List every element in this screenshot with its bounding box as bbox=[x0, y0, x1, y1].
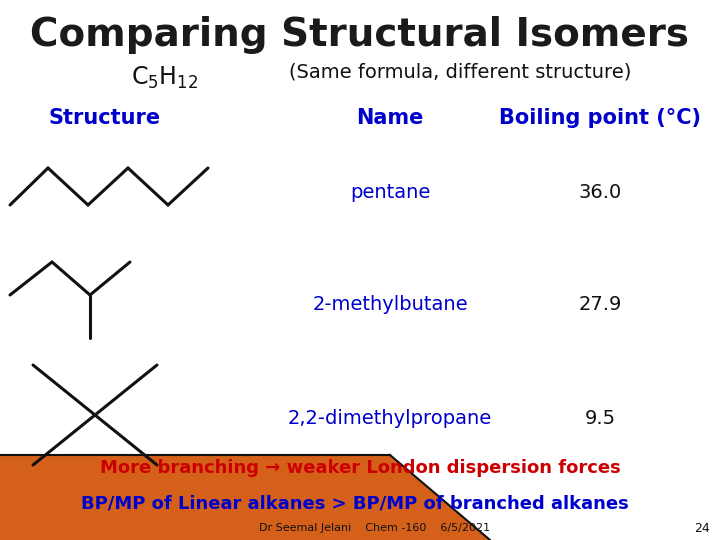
Text: BP/MP of Linear alkanes > BP/MP of branched alkanes: BP/MP of Linear alkanes > BP/MP of branc… bbox=[81, 494, 629, 512]
Text: Boiling point (°C): Boiling point (°C) bbox=[499, 108, 701, 128]
Text: More branching → weaker London dispersion forces: More branching → weaker London dispersio… bbox=[99, 459, 621, 477]
Text: pentane: pentane bbox=[350, 184, 430, 202]
Text: Structure: Structure bbox=[49, 108, 161, 128]
Text: 36.0: 36.0 bbox=[578, 184, 621, 202]
Text: 2,2-dimethylpropane: 2,2-dimethylpropane bbox=[288, 408, 492, 428]
Text: C$_5$H$_{12}$: C$_5$H$_{12}$ bbox=[131, 65, 199, 91]
Text: Name: Name bbox=[356, 108, 423, 128]
Text: Comparing Structural Isomers: Comparing Structural Isomers bbox=[30, 16, 690, 54]
Text: 9.5: 9.5 bbox=[585, 408, 616, 428]
Text: 24: 24 bbox=[694, 522, 710, 535]
Text: 27.9: 27.9 bbox=[578, 295, 621, 314]
Text: 2-methylbutane: 2-methylbutane bbox=[312, 295, 468, 314]
Polygon shape bbox=[0, 455, 490, 540]
Text: (Same formula, different structure): (Same formula, different structure) bbox=[289, 63, 631, 82]
Text: Dr Seemal Jelani    Chem -160    6/5/2021: Dr Seemal Jelani Chem -160 6/5/2021 bbox=[259, 523, 490, 533]
